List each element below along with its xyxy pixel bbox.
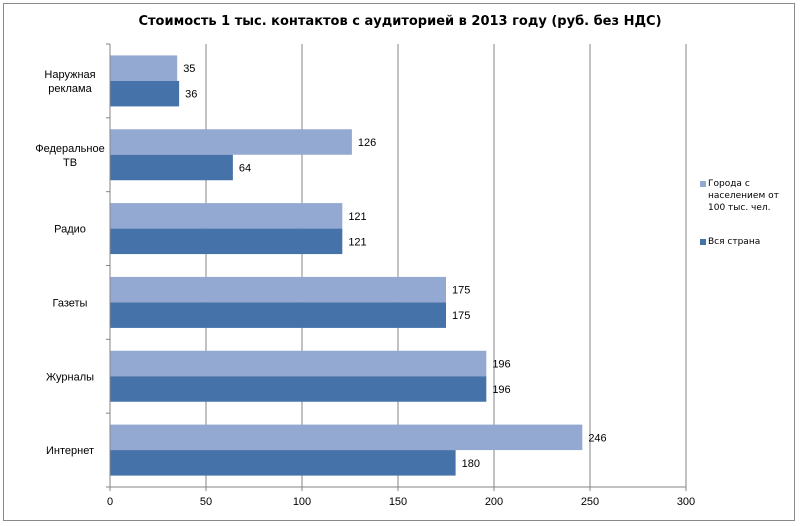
legend-item-cities: Города с населением от 100 тыс. чел. [700,178,790,214]
bar [110,154,233,181]
data-label: 35 [183,63,195,75]
data-label: 121 [348,211,366,223]
bar [110,203,343,229]
legend-swatch-country [700,239,706,245]
x-tick-label: 250 [581,496,599,508]
data-label: 246 [588,432,606,444]
data-label: 121 [348,236,366,248]
legend-label-country: Вся страна [708,237,761,247]
category-label: Федеральное ТВ [35,143,104,169]
legend-swatch-cities [700,181,706,187]
x-tick-label: 100 [293,496,311,508]
category-label: Наружная реклама [44,69,95,95]
data-label: 180 [462,458,480,470]
category-label-line: Федеральное [35,143,104,155]
category-label: Газеты [53,297,88,309]
bar [110,228,343,255]
labels: 0 50 100 150 200 250 300 35 36 Наружная реклама 126… [35,63,695,508]
legend-item-country: Вся страна [700,236,790,248]
bar [110,276,446,303]
category-label: Интернет [46,445,94,457]
category-label: Журналы [46,371,94,383]
x-tick-label: 50 [200,496,212,508]
x-tick-label: 200 [485,496,503,508]
bar [110,350,487,377]
data-label: 36 [185,89,197,101]
bar [110,424,583,451]
x-tick-label: 150 [389,496,407,508]
bars [110,55,583,476]
bar [110,302,446,328]
legend-label-cities-line2: населением от [708,191,779,201]
bar [110,450,456,476]
gridlines [205,44,687,487]
category-label-line: Интернет [46,445,94,457]
legend: Города с населением от 100 тыс. чел. Вся… [700,178,790,270]
data-label: 64 [239,163,251,175]
category-label-line: Радио [54,224,86,236]
category-label-line: реклама [48,83,92,95]
legend-label-cities-line1: Города с [708,179,750,189]
bar [110,376,487,402]
chart-title: Стоимость 1 тыс. контактов с аудиторией … [138,14,662,29]
data-label: 196 [492,359,510,371]
bar [110,129,352,155]
category-label-line: Журналы [46,371,94,383]
bar [110,55,178,81]
axes [106,43,687,491]
category-label: Радио [54,224,86,236]
data-label: 126 [358,137,376,149]
category-label-line: ТВ [63,157,77,169]
x-tick-label: 0 [107,496,113,508]
category-label-line: Газеты [53,297,88,309]
data-label: 196 [492,384,510,396]
x-tick-label: 300 [677,496,695,508]
category-label-line: Наружная [44,69,95,81]
bar [110,80,180,107]
legend-label-cities-line3: 100 тыс. чел. [708,203,771,213]
data-label: 175 [452,310,470,322]
data-label: 175 [452,285,470,297]
